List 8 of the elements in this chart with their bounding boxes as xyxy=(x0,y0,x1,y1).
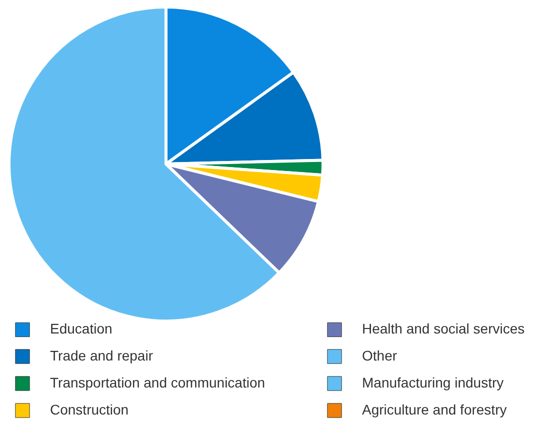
legend-label: Manufacturing industry xyxy=(362,374,504,390)
legend-label: Trade and repair xyxy=(50,348,154,364)
legend-label: Agriculture and forestry xyxy=(362,402,507,418)
legend-label: Transportation and communication xyxy=(50,374,266,390)
legend-label: Other xyxy=(362,348,398,364)
legend-label: Construction xyxy=(50,402,129,418)
legend-label: Health and social services xyxy=(362,320,525,337)
legend-label: Education xyxy=(50,320,112,337)
